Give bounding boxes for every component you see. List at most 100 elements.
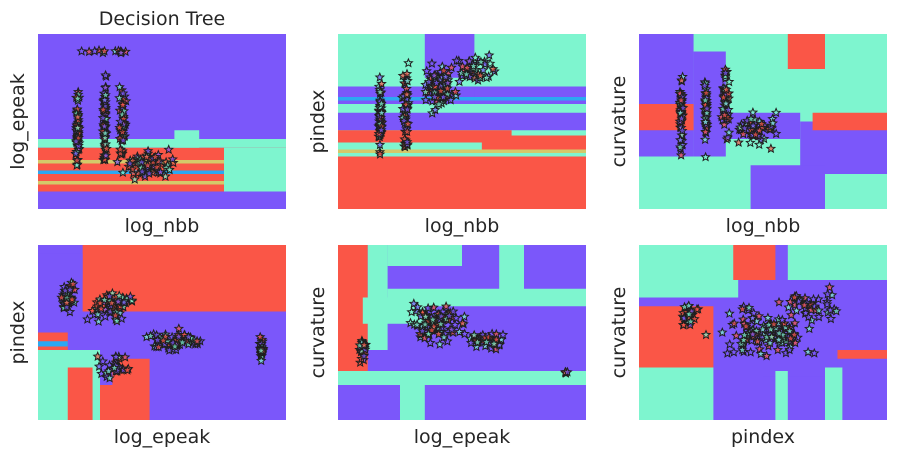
data-point [813,304,825,315]
data-point [66,293,78,304]
data-point [423,328,434,339]
data-point [433,328,444,339]
data-point [169,340,181,351]
subplot-2: log_nbb pindex [307,34,586,237]
data-point [747,328,759,339]
data-point [700,87,712,98]
data-point [183,331,194,342]
data-point [461,68,472,79]
data-point [444,310,455,321]
data-point [824,281,835,292]
data-point [700,151,711,162]
data-point [446,324,458,335]
data-point [401,88,413,99]
data-point [99,120,110,131]
data-point [454,76,465,87]
data-point [155,166,166,177]
data-point [783,301,794,312]
data-point [401,126,413,137]
data-point [401,68,413,79]
region-red [481,135,586,153]
data-point [122,364,133,375]
data-point [100,89,111,100]
data-point [723,127,735,138]
data-point [728,317,740,328]
data-point [374,148,386,159]
data-point [147,156,159,167]
data-point [446,62,457,73]
x-axis-label: log_nbb [726,215,801,237]
data-point [457,60,468,71]
subplot-5: log_epeak curvature [307,245,586,448]
region-purple [750,165,825,209]
data-point [100,69,111,80]
data-point [737,344,748,355]
data-point [450,86,461,97]
data-point [724,308,735,319]
region-red [67,367,93,420]
data-point [438,65,450,76]
region-yellow [338,149,586,153]
region-teal [639,245,739,298]
data-point [447,305,459,316]
data-point [104,306,116,317]
data-point [141,151,152,162]
data-point [677,125,688,136]
data-point [411,319,423,330]
data-point [484,58,496,69]
data-point [777,314,788,325]
data-point [100,311,111,322]
data-point [114,122,125,133]
data-point [497,329,509,340]
data-point [809,347,820,358]
data-point [784,325,795,336]
data-point [72,93,83,104]
data-point [97,112,109,123]
data-point [754,125,765,136]
region-teal [639,367,714,420]
x-axis-label: log_epeak [414,426,511,448]
data-point [756,118,767,129]
data-point [112,296,124,307]
data-point [799,299,810,310]
data-point [724,338,735,349]
data-point [255,345,267,356]
decision-regions [338,245,586,420]
data-point [789,329,800,340]
data-point [124,158,136,169]
data-point [699,80,710,91]
data-point [376,98,387,109]
data-point [110,351,122,362]
data-point [468,329,480,340]
data-point [70,148,82,159]
data-point [675,149,687,160]
subplot-6: pindex curvature [608,245,887,448]
region-teal [387,288,586,307]
data-point [115,47,127,58]
data-point [64,306,76,317]
data-point [99,132,111,143]
scatter-points [70,44,179,184]
data-point [728,346,740,357]
data-point [487,63,499,74]
data-point [675,134,686,145]
data-point [770,107,782,118]
data-point [719,109,730,120]
data-point [406,306,417,317]
region-red [812,112,887,131]
y-axis-label: curvature [307,287,329,379]
data-point [402,103,413,114]
data-point [440,300,452,311]
data-point [477,64,489,75]
data-point [808,293,819,304]
data-point [93,316,104,327]
data-point [483,49,495,60]
data-point [785,333,796,344]
data-point [683,308,695,319]
decision-regions [639,245,887,420]
data-point [737,303,748,314]
data-point [747,120,759,131]
data-point [821,298,833,309]
data-point [61,301,73,312]
data-point [784,344,795,355]
